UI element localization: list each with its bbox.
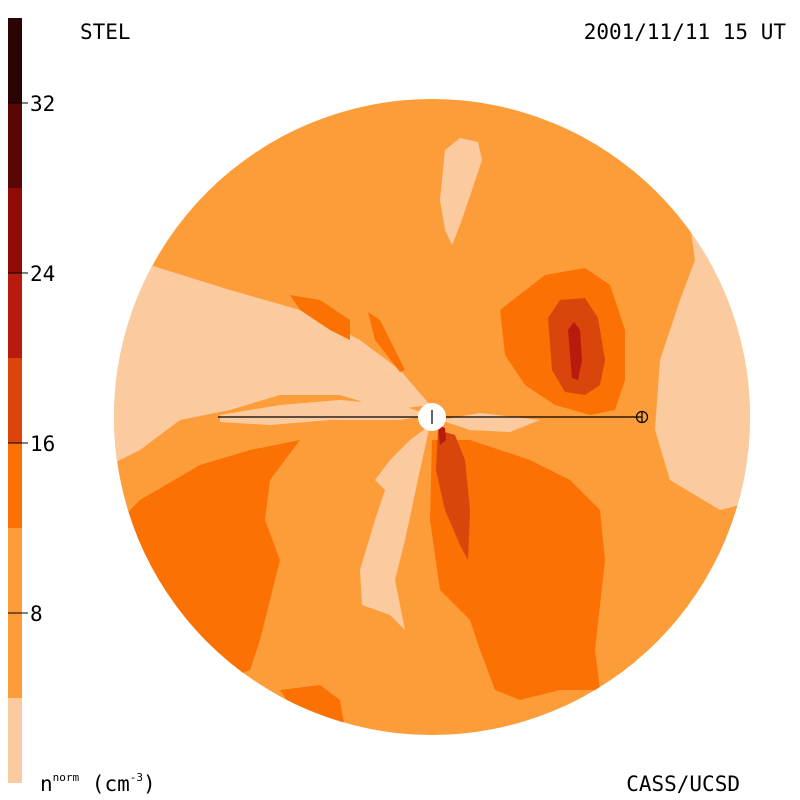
low-density-top-streak [440,138,482,245]
medium-density-upper-wedge [290,295,350,340]
timestamp-label: 2001/11/11 15 UT [583,20,786,44]
medium-density-bottom-right [430,440,605,700]
high-density-bottom-streak [436,430,470,560]
color-bar-band-0 [8,698,22,783]
color-bar-band-3 [8,358,22,443]
credit-label: CASS/UCSD [626,772,740,796]
peak-density-sun-wedge [438,425,446,445]
medium-density-upper-streak [368,312,405,372]
low-density-right-streak [440,413,540,432]
color-bar-band-7 [8,18,22,103]
unit-superscript: norm [52,771,80,784]
density-disk [114,99,750,735]
low-density-left-streak [220,400,430,425]
color-bar-ticks: 32 24 16 8 [8,92,55,626]
colorbar-unit-label: nnorm (cm-3) [40,772,156,795]
peak-density-right-core [568,322,582,380]
unit-exponent: -3 [129,771,143,784]
unit-rest: (cm [79,772,130,796]
observatory-label: STEL [80,20,131,44]
color-bar-band-6 [8,103,22,188]
color-bar-band-2 [8,443,22,528]
unit-close: ) [142,772,156,796]
color-bar-band-5 [8,188,22,273]
color-bar [8,18,22,783]
color-bar-tick-label: 24 [30,262,55,286]
color-bar-tick-label: 32 [30,92,55,116]
color-bar-tick-label: 16 [30,432,55,456]
low-density-bottom-streak [360,425,430,630]
low-density-upper-left-wedge [200,340,360,395]
color-bar-band-4 [8,273,22,358]
unit-symbol: n [40,772,53,796]
color-bar-tick-label: 8 [30,602,43,626]
